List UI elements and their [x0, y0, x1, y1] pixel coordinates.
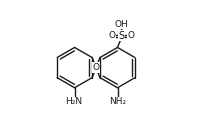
Text: O: O	[128, 31, 135, 40]
Text: H₂N: H₂N	[65, 97, 83, 106]
Text: O: O	[108, 31, 115, 40]
Text: NH₂: NH₂	[110, 97, 127, 106]
Text: OH: OH	[115, 20, 128, 29]
Text: S: S	[118, 31, 125, 41]
Text: O: O	[93, 63, 99, 72]
